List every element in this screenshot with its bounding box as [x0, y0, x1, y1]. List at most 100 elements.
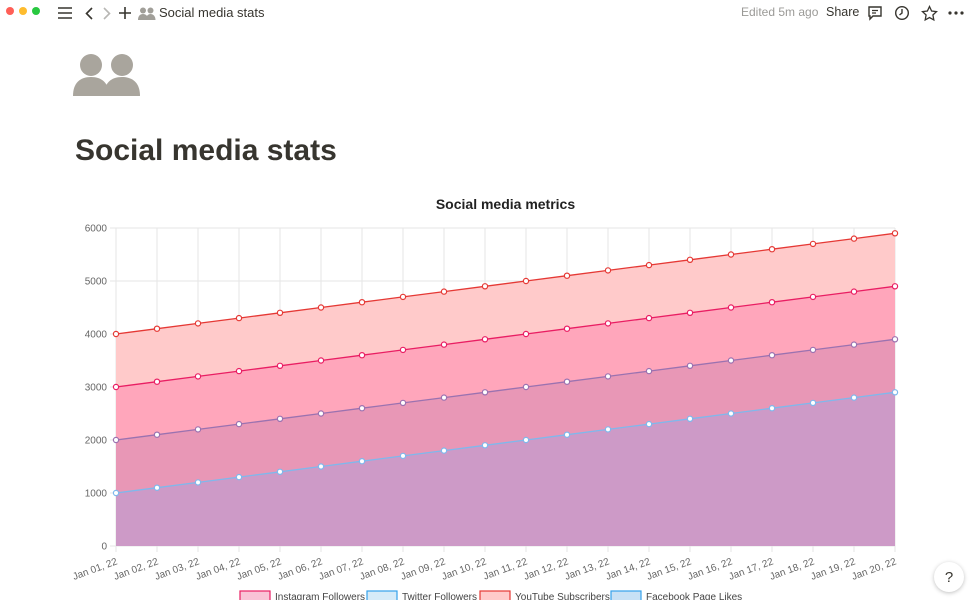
social-media-area-chart: Social media metrics 0 1000 2000 3000 4000 500…: [71, 196, 899, 600]
history-clock-icon[interactable]: [893, 4, 911, 22]
facebook-page-likes-point: [850, 394, 858, 401]
facebook-page-likes-point: [645, 420, 653, 428]
facebook-page-likes-point: [194, 479, 202, 486]
youtube-subscribers-point: [235, 314, 243, 322]
chart-title: Social media metrics: [436, 196, 576, 212]
youtube-subscribers-point: [153, 325, 161, 332]
instagram-followers-point: [809, 293, 817, 301]
help-label: ?: [944, 568, 954, 586]
twitter-followers-area: [116, 339, 895, 493]
minimize-window-button[interactable]: [19, 7, 27, 15]
instagram-followers-point: [522, 330, 530, 338]
instagram-followers-point: [194, 373, 202, 380]
facebook-page-likes-point: [563, 431, 571, 438]
instagram-followers-point: [276, 362, 284, 369]
facebook-page-likes-point: [891, 389, 899, 396]
legend-swatch: [479, 590, 511, 600]
twitter-followers-point: [768, 351, 776, 359]
x-tick-label: Jan 07, 22: [317, 556, 365, 582]
youtube-subscribers-point: [891, 230, 899, 237]
youtube-subscribers-point: [481, 283, 489, 290]
new-page-plus-icon[interactable]: [118, 5, 132, 21]
twitter-followers-point: [112, 436, 120, 444]
y-tick-label: 0: [101, 542, 107, 553]
facebook-page-likes-point: [809, 399, 817, 407]
facebook-page-likes-point: [768, 404, 776, 412]
forward-arrow-icon[interactable]: [100, 5, 114, 21]
facebook-page-likes-point: [604, 426, 612, 433]
twitter-followers-point: [563, 378, 571, 385]
share-button[interactable]: Share: [826, 5, 860, 19]
favorite-star-icon[interactable]: [920, 4, 938, 22]
facebook-page-likes-point: [522, 436, 530, 444]
x-tick-label: Jan 06, 22: [276, 556, 324, 582]
more-options-icon[interactable]: [947, 4, 965, 22]
twitter-followers-point: [399, 399, 407, 407]
x-tick-label: Jan 03, 22: [153, 556, 201, 582]
x-tick-label: Jan 05, 22: [235, 556, 283, 582]
facebook-page-likes-point: [235, 473, 243, 481]
instagram-followers-point: [112, 383, 120, 391]
top-bar: Social media stats Edited 5m ago Share: [0, 0, 975, 26]
facebook-page-likes-point: [358, 458, 366, 465]
legend-swatch: [610, 590, 642, 600]
youtube-subscribers-point: [358, 298, 366, 306]
back-arrow-icon[interactable]: [82, 5, 96, 21]
zoom-window-button[interactable]: [32, 7, 40, 15]
instagram-followers-point: [891, 283, 899, 290]
youtube-subscribers-point: [850, 235, 858, 242]
twitter-followers-point: [850, 341, 858, 348]
page-people-icon[interactable]: [72, 52, 142, 96]
page-title[interactable]: Social media stats: [75, 134, 337, 167]
legend-swatch: [366, 590, 398, 600]
twitter-followers-point: [604, 373, 612, 380]
breadcrumb-title[interactable]: Social media stats: [159, 5, 265, 20]
twitter-followers-point: [686, 362, 694, 369]
x-tick-label: Jan 01, 22: [71, 556, 119, 582]
y-tick-label: 4000: [85, 330, 108, 341]
instagram-followers-area: [116, 286, 895, 440]
youtube-subscribers-point: [194, 320, 202, 327]
comments-icon[interactable]: [866, 4, 884, 22]
y-tick-label: 1000: [85, 489, 108, 500]
youtube-subscribers-point: [440, 288, 448, 295]
youtube-subscribers-point: [112, 330, 120, 338]
twitter-followers-point: [522, 383, 530, 391]
twitter-followers-point: [153, 431, 161, 438]
instagram-followers-point: [440, 341, 448, 348]
x-tick-label: Jan 19, 22: [809, 556, 857, 582]
instagram-followers-point: [604, 320, 612, 327]
youtube-subscribers-point: [604, 267, 612, 274]
instagram-followers-point: [768, 298, 776, 306]
twitter-followers-point: [194, 426, 202, 433]
youtube-subscribers-point: [809, 240, 817, 248]
twitter-followers-point: [235, 420, 243, 428]
x-tick-label: Jan 13, 22: [563, 556, 611, 582]
youtube-subscribers-point: [276, 309, 284, 316]
twitter-followers-point: [891, 336, 899, 343]
x-tick-label: Jan 02, 22: [112, 556, 160, 582]
facebook-page-likes-point: [727, 410, 735, 417]
x-tick-label: Jan 14, 22: [604, 556, 652, 582]
twitter-followers-line: [115, 338, 896, 441]
youtube-subscribers-line: [115, 232, 896, 335]
help-button[interactable]: ?: [934, 562, 964, 592]
youtube-subscribers-point: [645, 261, 653, 269]
facebook-page-likes-line: [115, 391, 896, 494]
instagram-followers-line: [115, 285, 896, 388]
twitter-followers-point: [276, 415, 284, 422]
youtube-subscribers-point: [563, 272, 571, 279]
instagram-followers-point: [399, 346, 407, 354]
x-tick-label: Jan 12, 22: [522, 556, 570, 582]
close-window-button[interactable]: [6, 7, 14, 15]
facebook-page-likes-point: [153, 484, 161, 491]
twitter-followers-point: [317, 410, 325, 417]
x-tick-label: Jan 09, 22: [399, 556, 447, 582]
instagram-followers-point: [317, 357, 325, 364]
y-tick-label: 2000: [85, 436, 108, 447]
instagram-followers-point: [563, 325, 571, 332]
facebook-page-likes-point: [686, 415, 694, 422]
sidebar-menu-icon[interactable]: [57, 5, 73, 21]
x-tick-label: Jan 15, 22: [645, 556, 693, 582]
x-tick-label: Jan 08, 22: [358, 556, 406, 582]
